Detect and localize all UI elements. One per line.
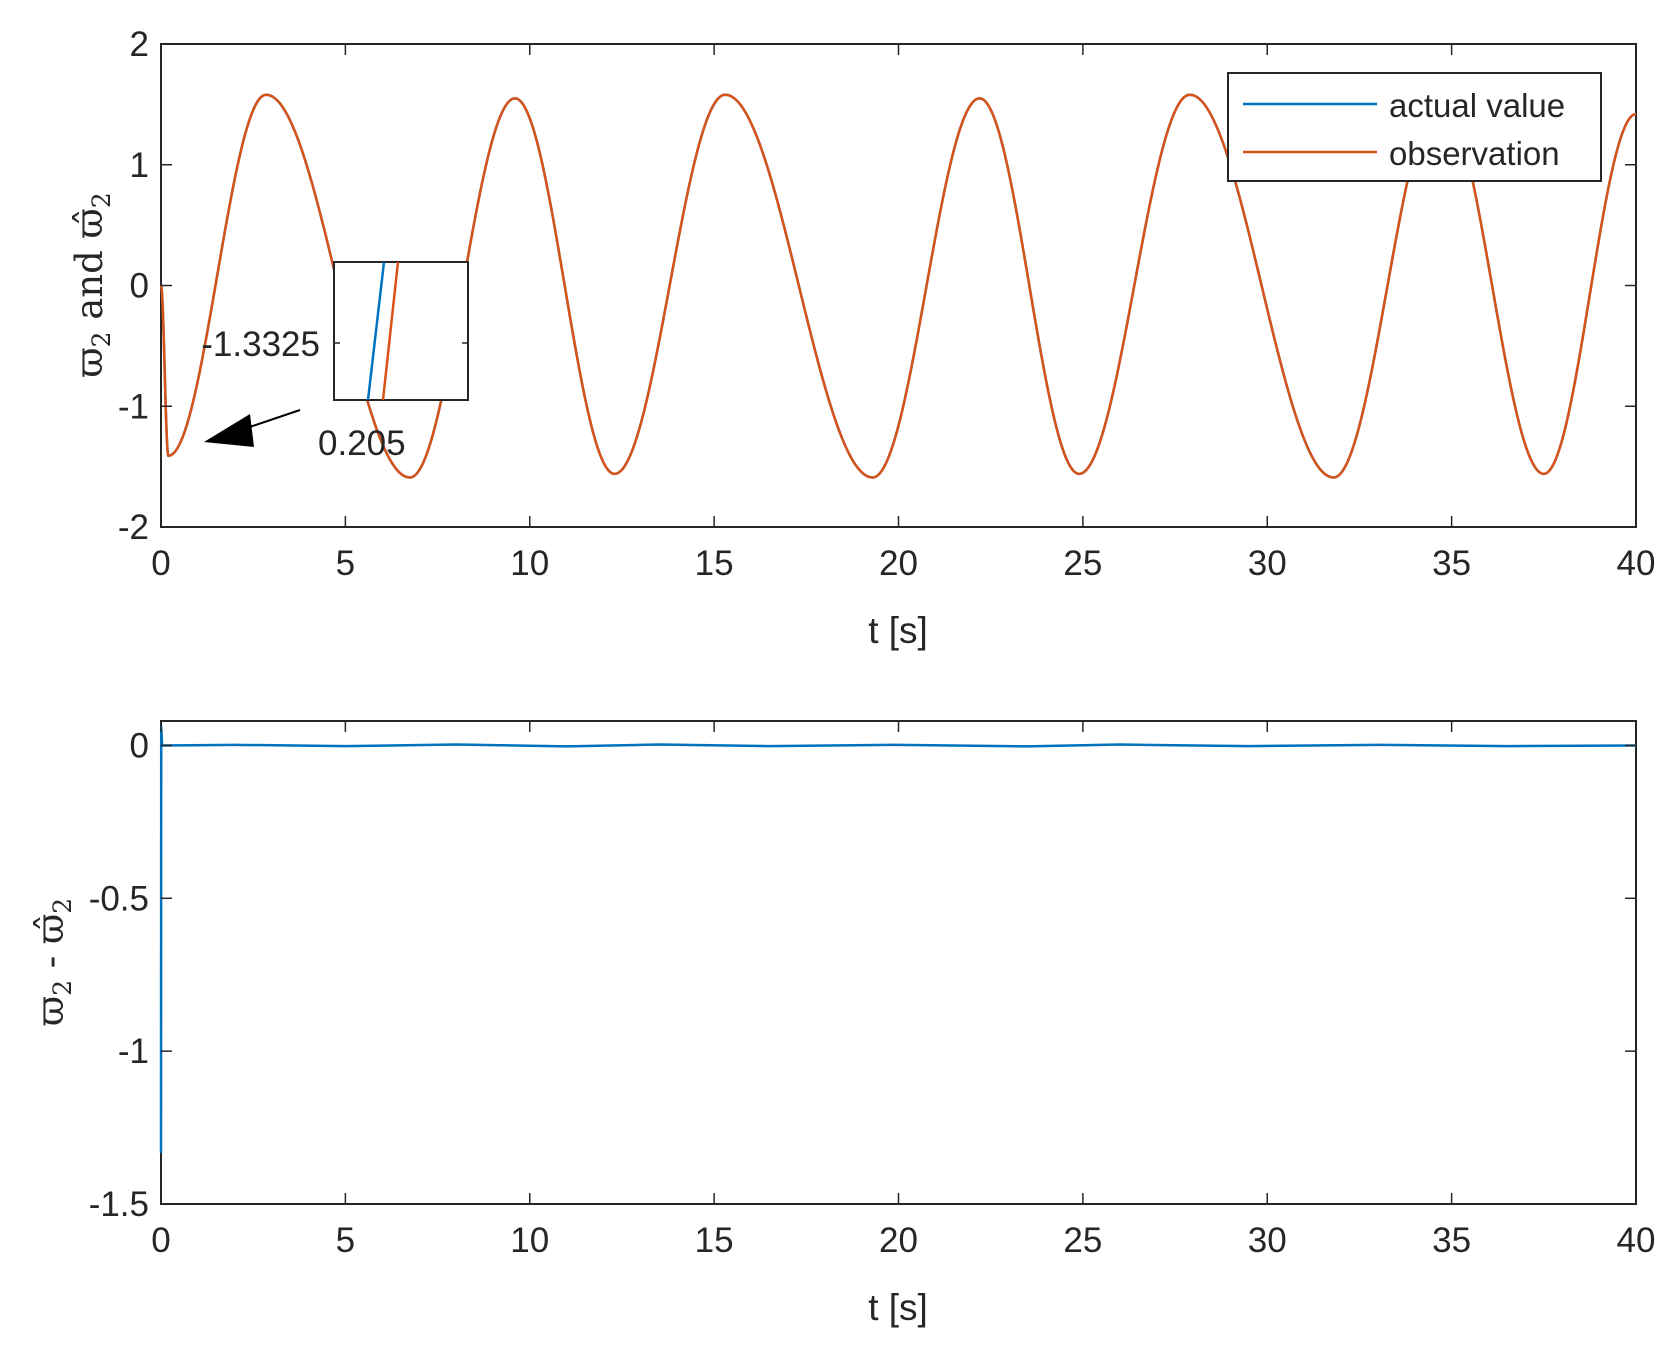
top-x-axis-label: t [s] — [868, 610, 928, 651]
legend-label-actual-value: actual value — [1389, 87, 1565, 124]
legend-label-observation: observation — [1389, 135, 1560, 172]
zoom-inset: -1.3325 0.205 — [201, 261, 469, 463]
bottom-y-label-mid: - — [29, 944, 72, 980]
top-axis-ticks: 0 5 10 15 20 25 30 35 40 -2 -1 0 1 2 — [118, 25, 1656, 583]
bottom-ytick-label: -0.5 — [89, 879, 149, 918]
inset-line-actual-value — [366, 261, 386, 401]
bottom-xtick-label: 5 — [336, 1221, 355, 1260]
top-xtick-label: 40 — [1617, 544, 1656, 583]
top-ytick-label: -2 — [118, 508, 149, 547]
top-y-label-sub-hat: 2 — [87, 192, 116, 208]
bottom-xtick-label: 35 — [1432, 1221, 1471, 1260]
inset-frame — [333, 261, 469, 401]
top-y-label-symbol-hat: ϖ̂ — [68, 208, 111, 238]
top-ytick-label: 2 — [130, 25, 149, 64]
bottom-ytick-label: -1.5 — [89, 1185, 149, 1224]
bottom-xtick-label: 30 — [1248, 1221, 1287, 1260]
top-y-label-mid: and — [68, 238, 111, 331]
top-xtick-label: 35 — [1432, 544, 1471, 583]
bottom-axis-ticks: 0 5 10 15 20 25 30 35 40 -1.5 -1 -0.5 0 — [89, 721, 1656, 1260]
legend: actual value observation — [1227, 72, 1602, 182]
top-xtick-label: 0 — [151, 544, 170, 583]
bottom-y-axis-label: ϖ2 - ϖ̂2 — [29, 898, 77, 1026]
bottom-xtick-label: 0 — [151, 1221, 170, 1260]
top-y-label-symbol: ϖ — [68, 347, 111, 377]
bottom-y-label-sub-hat: 2 — [48, 898, 77, 914]
series-observation — [159, 93, 1637, 479]
inset-y-label: -1.3325 — [201, 325, 320, 364]
bottom-xtick-label: 25 — [1063, 1221, 1102, 1260]
top-xtick-label: 10 — [510, 544, 549, 583]
annotation-arrow — [204, 409, 301, 447]
top-ytick-label: -1 — [118, 387, 149, 426]
top-plot-lines — [159, 93, 1637, 479]
top-xtick-label: 20 — [879, 544, 918, 583]
bottom-xtick-label: 40 — [1617, 1221, 1656, 1260]
bottom-xtick-label: 10 — [510, 1221, 549, 1260]
top-y-axis-label: ϖ2 and ϖ̂2 — [68, 192, 116, 377]
bottom-ytick-label: 0 — [130, 726, 149, 765]
top-xtick-label: 5 — [336, 544, 355, 583]
bottom-panel: 0 5 10 15 20 25 30 35 40-1.5-1-0.50 t [s] ϖ2 - ϖ… — [29, 720, 1656, 1328]
bottom-plot-lines — [159, 725, 1637, 1153]
top-xtick-label: 15 — [695, 544, 734, 583]
top-xtick-label: 30 — [1248, 544, 1287, 583]
top-ytick-label: 0 — [130, 267, 149, 306]
legend-box — [1227, 72, 1602, 182]
bottom-xtick-label: 20 — [879, 1221, 918, 1260]
bottom-y-label-sub: 2 — [48, 980, 77, 996]
bottom-ytick-label: -1 — [118, 1032, 149, 1071]
inset-line-observation — [381, 261, 400, 401]
bottom-plot-frame — [160, 720, 1637, 1205]
series-error — [159, 725, 1637, 1153]
bottom-y-label-symbol-hat: ϖ̂ — [29, 914, 72, 944]
bottom-x-axis-label: t [s] — [868, 1287, 928, 1328]
bottom-y-label-symbol: ϖ — [29, 996, 72, 1026]
inset-x-label: 0.205 — [318, 424, 406, 463]
top-ytick-label: 1 — [130, 146, 149, 185]
top-xtick-label: 25 — [1063, 544, 1102, 583]
bottom-xtick-label: 15 — [695, 1221, 734, 1260]
top-y-label-sub: 2 — [87, 332, 116, 348]
